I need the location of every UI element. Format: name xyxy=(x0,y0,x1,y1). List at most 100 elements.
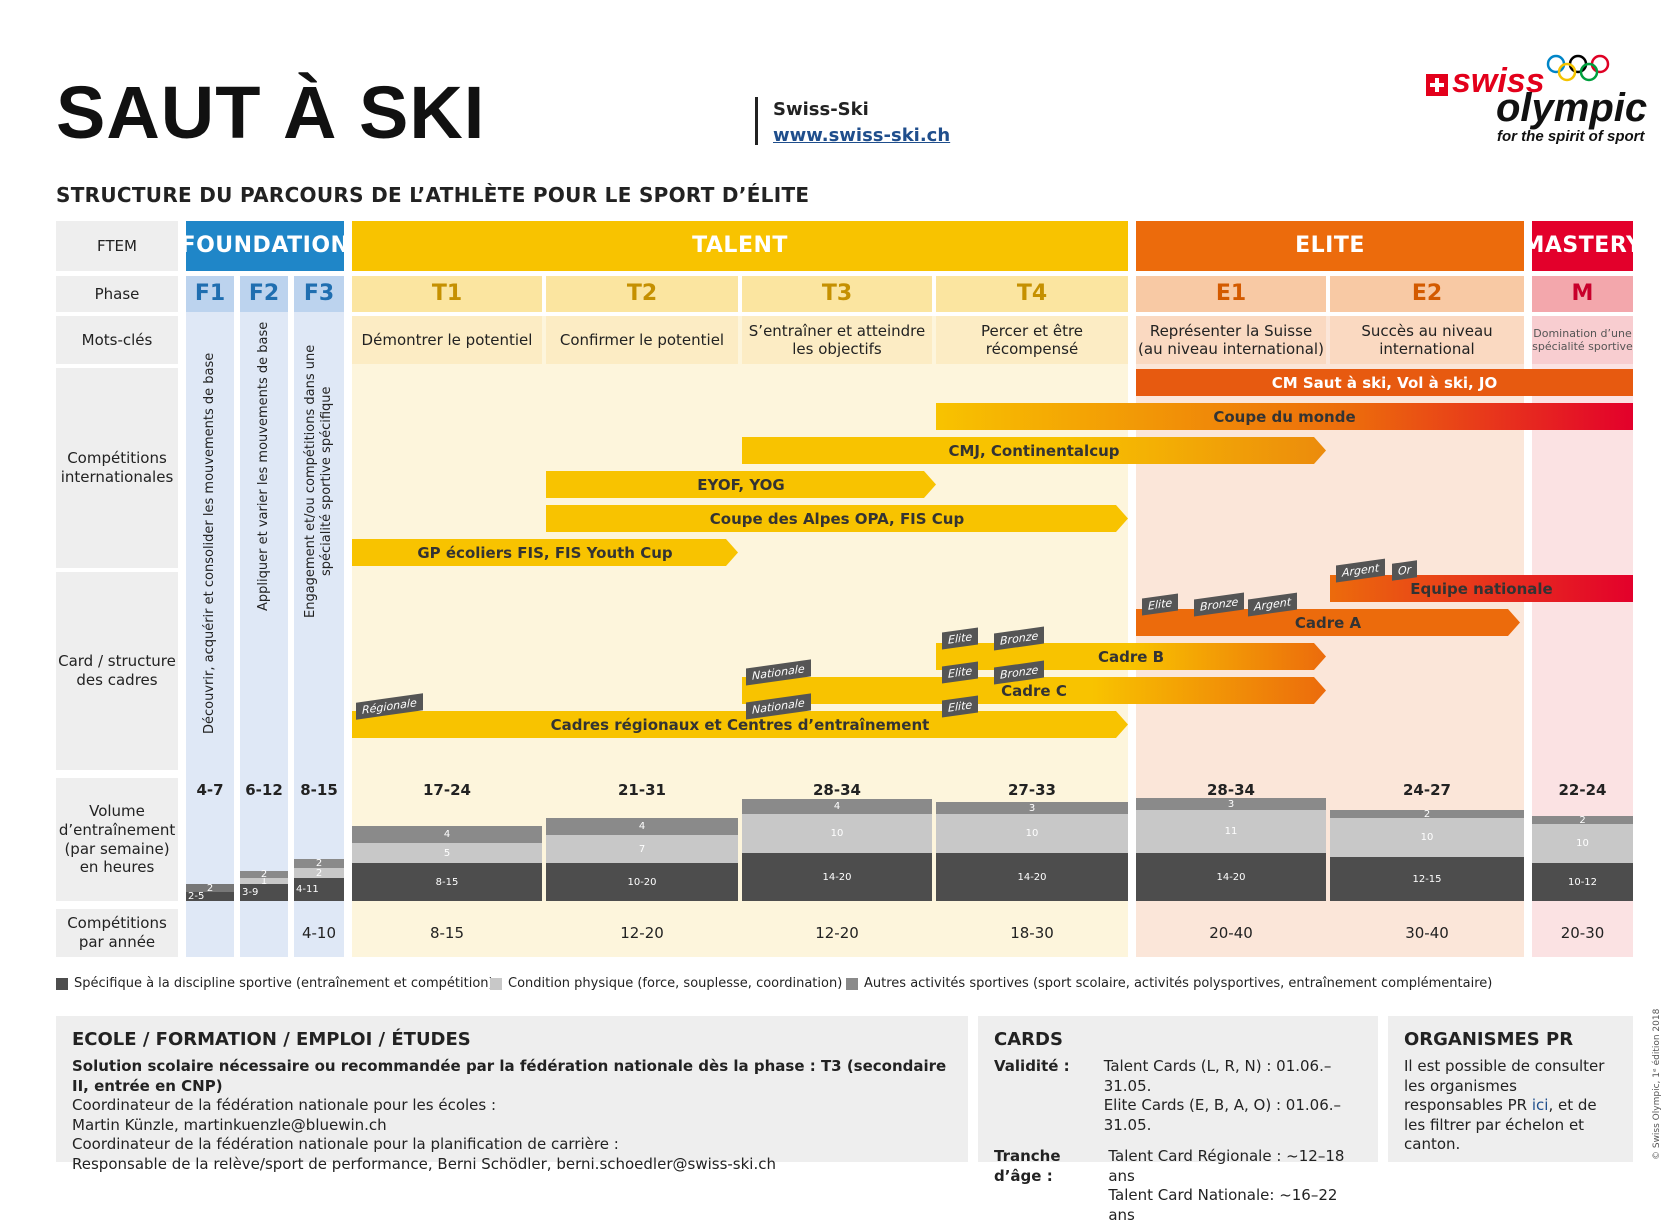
comp-year-e2: 30-40 xyxy=(1405,924,1449,942)
stack-physical-t1: 5 xyxy=(352,843,542,863)
stack-other-f2: 2 xyxy=(240,869,288,880)
stack-physical-f1: 2 xyxy=(186,883,234,894)
legend-specific: Spécifique à la discipline sportive (ent… xyxy=(56,976,494,991)
orgs-text: Il est possible de consulter les organis… xyxy=(1404,1057,1605,1154)
legend-physical: Condition physique (force, souplesse, co… xyxy=(490,976,842,991)
stack-specific-m: 10-12 xyxy=(1532,863,1633,901)
bar-coupe-alpes: Coupe des Alpes OPA, FIS Cup xyxy=(546,505,1128,532)
volume-total-m: 22-24 xyxy=(1558,781,1607,799)
bar-equipe-nationale: Equipe nationale xyxy=(1330,575,1633,602)
phase-t3: T3 xyxy=(742,276,932,312)
band-talent: TALENT xyxy=(352,221,1128,271)
bar-cadres-regionaux: Cadres régionaux et Centres d’entraîneme… xyxy=(352,711,1128,738)
stack-other-f3: 2 xyxy=(294,858,344,869)
orgs-box: ORGANISMES PR Il est possible de consult… xyxy=(1388,1016,1633,1162)
school-title: ECOLE / FORMATION / EMPLOI / ÉTUDES xyxy=(72,1029,471,1050)
comp-year-t2: 12-20 xyxy=(620,924,664,942)
olympic-rings-icon xyxy=(1546,54,1610,82)
bar-eyof: EYOF, YOG xyxy=(546,471,936,498)
keyword-t2: Confirmer le potentiel xyxy=(546,316,738,364)
school-line-1: Solution scolaire nécessaire ou recomman… xyxy=(72,1057,947,1095)
keyword-e1: Représenter la Suisse (au niveau interna… xyxy=(1136,316,1326,364)
stack-specific-t1: 8-15 xyxy=(352,863,542,901)
copyright: © Swiss Olympic, 1ᵉ édition 2018 xyxy=(1652,1008,1662,1160)
legend-swatch-light xyxy=(490,977,502,990)
school-line-4: Coordinateur de la fédération nationale … xyxy=(72,1135,619,1154)
band-mastery: MASTERY xyxy=(1523,221,1642,271)
volume-total-t3: 28-34 xyxy=(813,781,861,799)
stack-specific-f1: 2-5 xyxy=(186,891,234,902)
cards-age-2: Talent Card Nationale: ~16–22 ans xyxy=(1108,1186,1338,1224)
row-label-cards: Card / structure des cadres xyxy=(56,572,178,770)
bar-cmj: CMJ, Continentalcup xyxy=(742,437,1326,464)
row-label-volume: Volume d’entraînement (par semaine) en h… xyxy=(56,778,178,901)
stack-specific-t2: 10-20 xyxy=(546,863,738,901)
keyword-t1: Démontrer le potentiel xyxy=(352,316,542,364)
comp-year-t1: 8-15 xyxy=(429,924,465,942)
volume-total-t1: 17-24 xyxy=(423,781,471,799)
cards-title: CARDS xyxy=(994,1029,1063,1050)
keyword-m: Domination d’une spécialité sportive xyxy=(1532,316,1633,364)
stack-specific-f3: 4-11 xyxy=(294,878,344,901)
cards-age-1: Talent Card Régionale : ~12–18 ans xyxy=(1108,1147,1345,1185)
comp-year-e1: 20-40 xyxy=(1209,924,1253,942)
bar-coupe-du-monde: Coupe du monde xyxy=(936,403,1633,430)
stack-physical-e2: 10 xyxy=(1330,818,1524,857)
stack-physical-t4: 10 xyxy=(936,814,1128,853)
phase-e2: E2 xyxy=(1330,276,1524,312)
row-label-keywords: Mots-clés xyxy=(56,316,178,364)
volume-total-t2: 21-31 xyxy=(618,781,666,799)
row-label-comp-year: Compétitions par année xyxy=(56,909,178,957)
stack-physical-f3: 2 xyxy=(294,868,344,879)
phase-t2: T2 xyxy=(546,276,738,312)
phase-m: M xyxy=(1532,276,1633,312)
stack-physical-t2: 7 xyxy=(546,835,738,863)
school-box: ECOLE / FORMATION / EMPLOI / ÉTUDES Solu… xyxy=(56,1016,968,1173)
volume-total-t4: 27-33 xyxy=(1008,781,1056,799)
band-foundation: FOUNDATION xyxy=(181,221,349,271)
phase-f2: F2 xyxy=(240,276,288,312)
stack-specific-e2: 12-15 xyxy=(1330,857,1524,901)
orgs-link[interactable]: ici xyxy=(1531,1096,1549,1115)
stack-specific-t4: 14-20 xyxy=(936,853,1128,901)
cards-validity-label: Validité : xyxy=(994,1057,1070,1076)
org-name: Swiss-Ski xyxy=(773,99,869,120)
bar-cm-jo: CM Saut à ski, Vol à ski, JO xyxy=(1136,369,1633,396)
cards-validity-1: Talent Cards (L, R, N) : 01.06.–31.05. xyxy=(1103,1057,1332,1095)
cards-age-label: Tranche d’âge : xyxy=(994,1147,1061,1185)
foundation-text-f2: Appliquer et varier les mouvements de ba… xyxy=(255,321,271,611)
school-line-5: Responsable de la relève/sport de perfor… xyxy=(72,1154,776,1173)
school-line-2: Coordinateur de la fédération nationale … xyxy=(72,1096,497,1115)
stack-other-t1: 4 xyxy=(352,826,542,843)
row-label-ftem: FTEM xyxy=(56,221,178,271)
divider xyxy=(755,97,758,145)
row-label-competitions: Compétitions internationales xyxy=(56,368,178,568)
stack-specific-f2: 3-9 xyxy=(240,884,288,901)
phase-f3: F3 xyxy=(294,276,344,312)
stack-other-t2: 4 xyxy=(546,818,738,835)
org-link[interactable]: www.swiss-ski.ch xyxy=(773,125,951,146)
orgs-title: ORGANISMES PR xyxy=(1404,1029,1574,1050)
volume-total-f1: 4-7 xyxy=(196,781,224,799)
column-f3 xyxy=(294,276,344,957)
comp-year-m: 20-30 xyxy=(1560,924,1605,942)
logo-swiss: swiss xyxy=(1452,62,1545,100)
logo-tagline: for the spirit of sport xyxy=(1497,128,1645,145)
stack-other-t3: 4 xyxy=(742,799,932,814)
tag-or-nat: Or xyxy=(1392,560,1418,581)
cards-validity-2: Elite Cards (E, B, A, O) : 01.06.–31.05. xyxy=(1103,1096,1341,1134)
foundation-text-f3: Engagement et/ou compétitions dans une s… xyxy=(302,344,334,618)
keyword-t3: S’entraîner et atteindre les objectifs xyxy=(742,316,932,364)
keyword-e2: Succès au niveau international xyxy=(1330,316,1524,364)
comp-year-t4: 18-30 xyxy=(1010,924,1054,942)
stack-specific-e1: 14-20 xyxy=(1136,853,1326,901)
stack-physical-e1: 11 xyxy=(1136,810,1326,853)
phase-f1: F1 xyxy=(186,276,234,312)
column-f1 xyxy=(186,276,234,957)
stack-other-e2: 2 xyxy=(1330,809,1524,820)
page-title: SAUT À SKI xyxy=(56,71,486,154)
cards-box: CARDS Validité : Talent Cards (L, R, N) … xyxy=(978,1016,1378,1224)
bar-cadre-c: Cadre C xyxy=(742,677,1326,704)
comp-year-f3: 4-10 xyxy=(301,924,337,942)
foundation-text-f1: Découvrir, acquérir et consolider les mo… xyxy=(201,352,217,734)
